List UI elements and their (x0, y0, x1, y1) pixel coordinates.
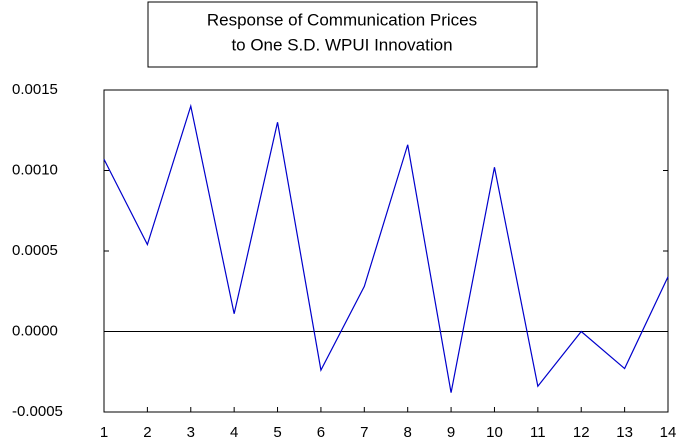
chart-title: Response of Communication Prices (207, 10, 477, 29)
x-tick-label: 10 (486, 424, 503, 441)
line (103, 103, 669, 393)
x-tick-label: 3 (187, 424, 195, 441)
x-tick-label: 8 (404, 424, 412, 441)
y-tick-label: 0.0000 (12, 322, 58, 339)
x-tick-label: 1 (100, 424, 108, 441)
x-tick-label: 5 (273, 424, 281, 441)
title-box (147, 1, 538, 68)
x-tick-label: 2 (143, 424, 151, 441)
x-tick-label: 7 (360, 424, 368, 441)
y-tick-label: 0.0005 (12, 242, 58, 259)
y-tick-label: 0.0010 (12, 161, 58, 178)
y-tick-label: -0.0005 (12, 403, 63, 420)
x-tick-label: 6 (317, 424, 325, 441)
x-tick-label: 12 (573, 424, 590, 441)
x-tick-label: 14 (660, 424, 677, 441)
chart-title: to One S.D. WPUI Innovation (231, 35, 452, 54)
y-tick-label: 0.0015 (12, 81, 58, 98)
x-tick-label: 11 (530, 424, 546, 441)
x-tick-label: 13 (616, 424, 633, 441)
x-tick-label: 4 (230, 424, 238, 441)
plot-frame (103, 89, 669, 413)
x-tick-label: 9 (447, 424, 455, 441)
